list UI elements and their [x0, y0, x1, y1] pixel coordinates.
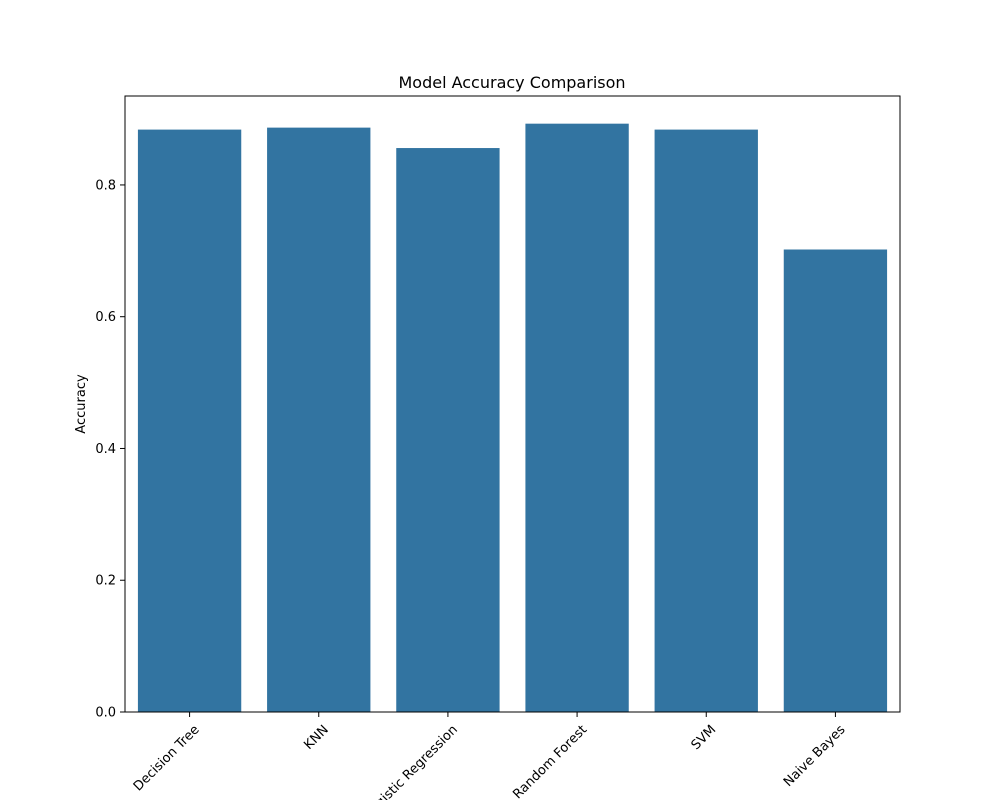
- y-tick-label: 0.8: [95, 178, 116, 193]
- bars-group: [137, 123, 888, 713]
- y-axis-label: Accuracy: [74, 374, 89, 434]
- plot-area-frame: [124, 95, 901, 713]
- bar-svm: [654, 129, 758, 713]
- chart-title: Model Accuracy Comparison: [398, 73, 625, 92]
- y-axis: 0.0 0.2 0.4 0.6 0.8: [95, 178, 125, 721]
- y-tick-label: 0.0: [95, 706, 116, 721]
- y-tick-label: 0.2: [95, 574, 116, 589]
- x-tick-label: Naive Bayes: [781, 722, 849, 790]
- x-tick-label: Logistic Regression: [362, 722, 461, 800]
- bar-decision-tree: [137, 129, 242, 713]
- x-tick-label: KNN: [301, 722, 331, 752]
- bar-random-forest: [525, 123, 629, 712]
- x-axis: Decision Tree KNN Logistic Regression Rando…: [131, 712, 849, 800]
- x-tick-label: SVM: [689, 722, 720, 753]
- y-tick-label: 0.6: [95, 310, 116, 325]
- bar-logistic-regression: [396, 148, 500, 712]
- x-tick-label: Random Forest: [510, 722, 590, 800]
- x-tick-label: Decision Tree: [131, 722, 203, 794]
- bar-naive-bayes: [783, 249, 888, 712]
- bar-knn: [267, 127, 371, 712]
- y-tick-label: 0.4: [95, 442, 116, 457]
